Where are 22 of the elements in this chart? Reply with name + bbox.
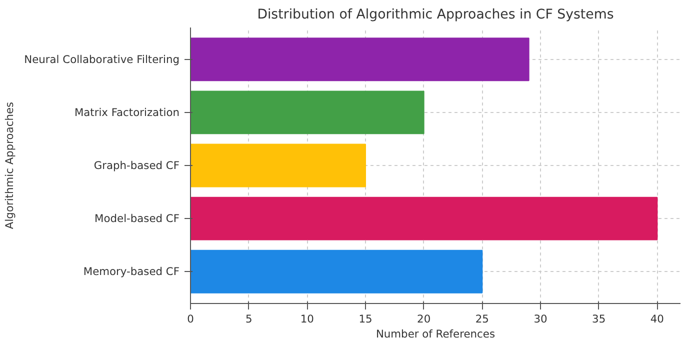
chart-title: Distribution of Algorithmic Approaches in CF Systems [257, 8, 614, 22]
y-tick-label: Neural Collaborative Filtering [24, 52, 180, 66]
y-axis-title: Algorithmic Approaches [3, 101, 16, 230]
x-tick-label: 10 [300, 312, 314, 326]
x-tick-label: 25 [475, 312, 489, 326]
x-tick-label: 40 [650, 312, 664, 326]
y-tick-label: Memory-based CF [83, 265, 180, 278]
bar [190, 250, 483, 294]
x-tick-label: 20 [417, 312, 431, 326]
bar [190, 196, 658, 240]
bar [190, 144, 366, 188]
y-tick-label: Matrix Factorization [74, 106, 180, 119]
x-tick-label: 35 [592, 312, 606, 326]
x-tick-label: 30 [534, 312, 548, 326]
x-tick-label: 5 [245, 312, 252, 326]
x-tick-label: 15 [358, 312, 372, 326]
bar [190, 38, 530, 82]
x-tick-label: 0 [187, 312, 194, 326]
x-axis-title: Number of References [376, 328, 496, 340]
y-tick-label: Graph-based CF [94, 159, 180, 172]
bar [190, 90, 424, 134]
y-tick-label: Model-based CF [94, 212, 180, 226]
